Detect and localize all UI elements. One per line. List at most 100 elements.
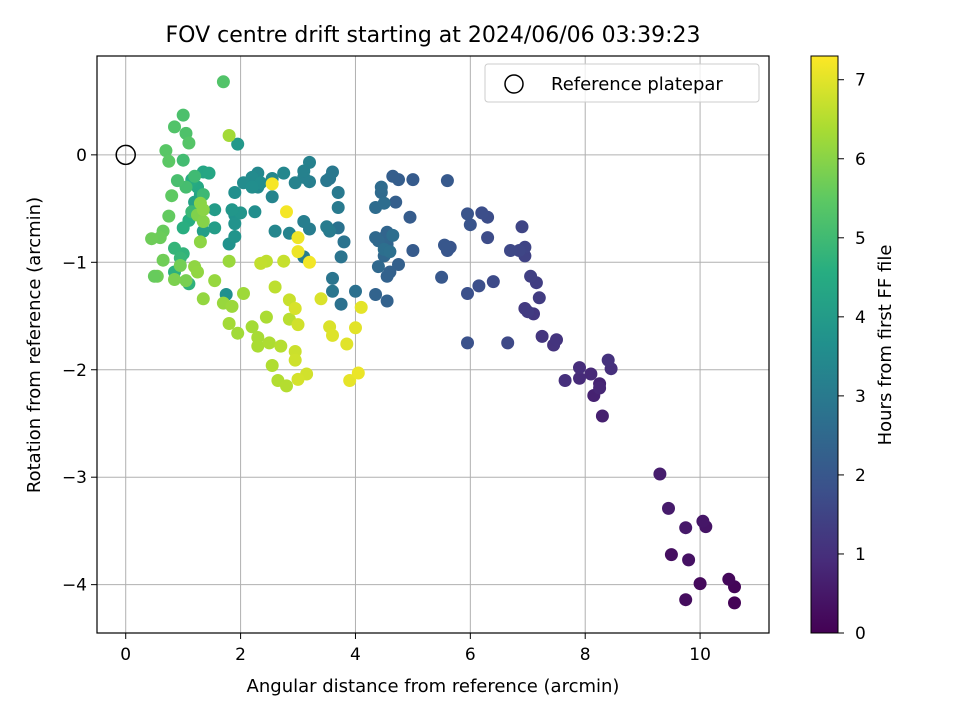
chart-title: FOV centre drift starting at 2024/06/06 … — [166, 23, 701, 48]
data-point — [268, 280, 282, 294]
data-point — [664, 548, 678, 562]
data-point — [354, 300, 368, 314]
data-point — [196, 203, 210, 217]
data-point — [168, 120, 181, 134]
data-point — [380, 269, 394, 283]
reference-point-marker — [115, 144, 136, 166]
data-point — [584, 367, 598, 381]
colorbar-tick-label: 0 — [855, 624, 866, 644]
data-point — [331, 186, 345, 199]
colorbar-tick-label: 1 — [855, 545, 866, 565]
data-point — [369, 231, 383, 245]
colorbar-tick-label: 3 — [855, 387, 866, 407]
data-point — [377, 196, 391, 210]
data-point — [208, 203, 222, 217]
y-tick-label: −3 — [62, 468, 87, 488]
data-point — [277, 166, 291, 180]
data-point — [147, 269, 161, 283]
data-point — [326, 328, 339, 342]
data-point — [291, 231, 305, 245]
data-point — [280, 205, 293, 219]
colorbar: 0 1 2 3 4 5 6 7 Hours from first FF file — [810, 55, 896, 644]
data-point — [225, 299, 239, 313]
data-point — [297, 164, 311, 178]
data-point — [501, 336, 515, 350]
data-point — [291, 318, 305, 332]
data-point — [170, 174, 184, 188]
data-point — [573, 371, 586, 385]
data-point — [168, 273, 181, 286]
colorbar-tick-label: 5 — [855, 229, 866, 249]
y-axis-label: Rotation from reference (arcmin) — [24, 197, 45, 493]
data-point — [662, 501, 675, 515]
data-point — [231, 137, 245, 151]
data-point — [228, 217, 242, 231]
data-point — [196, 292, 210, 306]
data-point — [297, 215, 311, 228]
data-point — [145, 232, 159, 246]
data-point — [550, 333, 563, 347]
data-point — [228, 186, 242, 199]
data-point — [504, 244, 517, 257]
data-point — [463, 218, 477, 232]
data-point — [265, 359, 279, 372]
data-point — [351, 366, 365, 380]
data-point — [593, 381, 607, 395]
colorbar-gradient — [810, 55, 839, 634]
points-layer — [115, 75, 741, 610]
x-tick-label: 8 — [580, 645, 591, 665]
data-point — [558, 374, 572, 387]
data-point — [222, 254, 236, 268]
colorbar-ticks: 0 1 2 3 4 5 6 7 — [838, 71, 866, 644]
data-point — [196, 215, 210, 228]
data-point — [524, 269, 538, 283]
data-point — [231, 326, 245, 340]
x-axis-label: Angular distance from reference (arcmin) — [247, 676, 620, 697]
data-point — [259, 310, 273, 324]
data-point — [532, 291, 546, 305]
data-point — [461, 336, 474, 350]
data-point — [176, 221, 190, 235]
data-point — [326, 165, 339, 179]
colorbar-tick-label: 6 — [855, 150, 866, 170]
data-point — [693, 577, 707, 591]
data-point — [265, 190, 279, 204]
data-point — [349, 284, 362, 298]
x-tick-label: 2 — [235, 645, 246, 665]
data-point — [682, 553, 696, 567]
data-point — [406, 173, 420, 187]
data-point — [320, 220, 334, 234]
data-point — [438, 238, 451, 252]
y-tick-label: −4 — [62, 576, 87, 596]
data-point — [208, 274, 222, 288]
data-point — [168, 241, 181, 255]
data-point — [254, 256, 268, 270]
colorbar-tick-label: 4 — [855, 308, 866, 328]
data-point — [268, 224, 282, 238]
data-point — [334, 297, 348, 311]
data-point — [334, 250, 348, 264]
data-point — [173, 259, 187, 272]
data-point — [182, 136, 196, 150]
data-point — [222, 317, 236, 330]
data-point — [386, 228, 400, 242]
data-point — [159, 144, 173, 158]
data-point — [176, 108, 190, 122]
data-point — [728, 596, 741, 610]
data-point — [291, 372, 305, 386]
data-point — [179, 274, 193, 288]
data-point — [371, 260, 385, 274]
data-point — [288, 353, 302, 367]
data-point — [326, 284, 339, 298]
data-point — [265, 177, 279, 191]
data-point — [245, 320, 259, 334]
data-point — [535, 329, 549, 343]
data-point — [461, 207, 474, 221]
data-point — [162, 209, 176, 223]
data-point — [337, 235, 351, 249]
data-point — [374, 180, 388, 194]
data-point — [696, 514, 710, 528]
data-point — [380, 294, 394, 308]
data-point — [679, 593, 693, 607]
